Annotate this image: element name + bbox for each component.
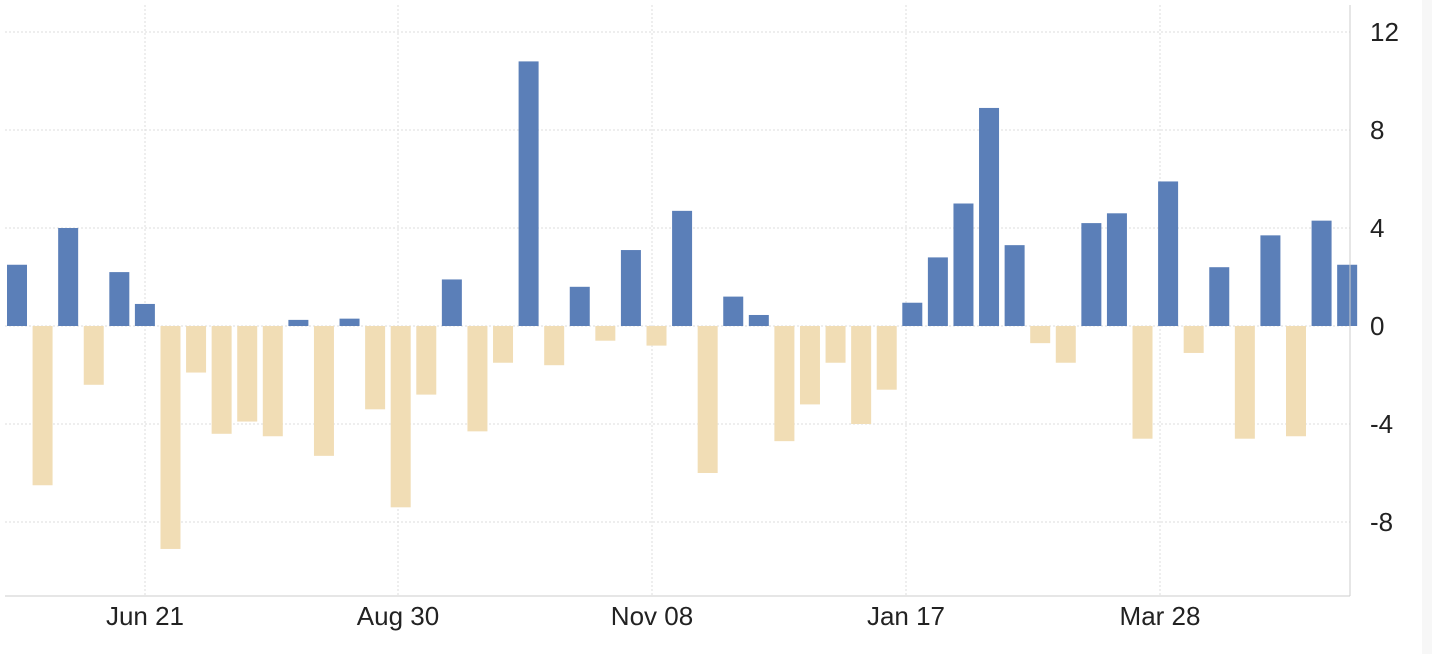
bar-positive[interactable]	[518, 61, 539, 327]
y-tick-label: 8	[1370, 115, 1384, 145]
x-tick-label: Nov 08	[611, 601, 693, 631]
y-tick-label: 4	[1370, 213, 1384, 243]
bar-negative[interactable]	[1183, 326, 1204, 353]
bar-positive[interactable]	[569, 286, 590, 326]
bar-negative[interactable]	[32, 326, 53, 486]
bar-negative[interactable]	[825, 326, 846, 363]
bar-negative[interactable]	[83, 326, 104, 385]
bar-positive[interactable]	[109, 272, 130, 326]
bar-positive[interactable]	[1209, 267, 1230, 326]
bar-negative[interactable]	[493, 326, 514, 363]
bar-positive[interactable]	[1106, 213, 1127, 326]
x-tick-label: Aug 30	[357, 601, 439, 631]
bar-positive[interactable]	[723, 296, 744, 326]
bar-negative[interactable]	[262, 326, 283, 437]
y-tick-label: -4	[1370, 409, 1393, 439]
x-tick-label: Mar 28	[1120, 601, 1201, 631]
bar-negative[interactable]	[313, 326, 334, 456]
bar-negative[interactable]	[799, 326, 820, 405]
bar-positive[interactable]	[339, 318, 360, 326]
bar-negative[interactable]	[416, 326, 437, 395]
bar-positive[interactable]	[1004, 245, 1025, 326]
x-tick-label: Jun 21	[106, 601, 184, 631]
x-axis-ticks: Jun 21 Aug 30 Nov 08 Jan 17 Mar 28	[106, 601, 1201, 631]
y-tick-label: 12	[1370, 17, 1399, 47]
bar-negative[interactable]	[237, 326, 258, 422]
bar-positive[interactable]	[441, 279, 462, 326]
bar-positive[interactable]	[1158, 181, 1179, 326]
bar-negative[interactable]	[646, 326, 667, 346]
y-tick-label: -8	[1370, 507, 1393, 537]
bar-positive[interactable]	[902, 302, 923, 326]
bar-layer	[7, 61, 1358, 549]
bar-negative[interactable]	[544, 326, 565, 366]
bar-negative[interactable]	[1055, 326, 1076, 363]
bar-negative[interactable]	[160, 326, 181, 549]
bar-negative[interactable]	[390, 326, 411, 508]
bar-negative[interactable]	[876, 326, 897, 390]
bar-positive[interactable]	[1337, 264, 1358, 326]
y-axis-ticks: 12 8 4 0 -4 -8	[1370, 17, 1399, 537]
bar-positive[interactable]	[620, 250, 641, 326]
bar-positive[interactable]	[1081, 223, 1102, 326]
bar-positive[interactable]	[927, 257, 948, 326]
bar-negative[interactable]	[186, 326, 207, 373]
bar-positive[interactable]	[1311, 220, 1332, 326]
bar-positive[interactable]	[953, 203, 974, 327]
bar-positive[interactable]	[748, 314, 769, 327]
bar-negative[interactable]	[365, 326, 386, 410]
chart-right-edge	[1422, 0, 1432, 654]
bar-negative[interactable]	[1132, 326, 1153, 439]
bar-negative[interactable]	[1286, 326, 1306, 437]
x-tick-label: Jan 17	[867, 601, 945, 631]
bar-negative[interactable]	[851, 326, 872, 424]
bar-negative[interactable]	[774, 326, 795, 442]
bar-negative[interactable]	[1234, 326, 1255, 439]
bar-negative[interactable]	[1030, 326, 1051, 344]
bar-negative[interactable]	[211, 326, 232, 434]
bar-positive[interactable]	[58, 228, 79, 326]
bar-positive[interactable]	[672, 210, 693, 326]
bar-positive[interactable]	[134, 303, 155, 326]
bar-positive[interactable]	[1260, 235, 1281, 326]
bar-positive[interactable]	[288, 319, 309, 327]
bar-negative[interactable]	[467, 326, 488, 432]
bar-positive[interactable]	[7, 264, 27, 326]
y-tick-label: 0	[1370, 311, 1384, 341]
bar-negative[interactable]	[595, 326, 616, 341]
axis-layer	[5, 5, 1351, 597]
bar-negative[interactable]	[697, 326, 718, 473]
bar-positive[interactable]	[979, 107, 1000, 326]
